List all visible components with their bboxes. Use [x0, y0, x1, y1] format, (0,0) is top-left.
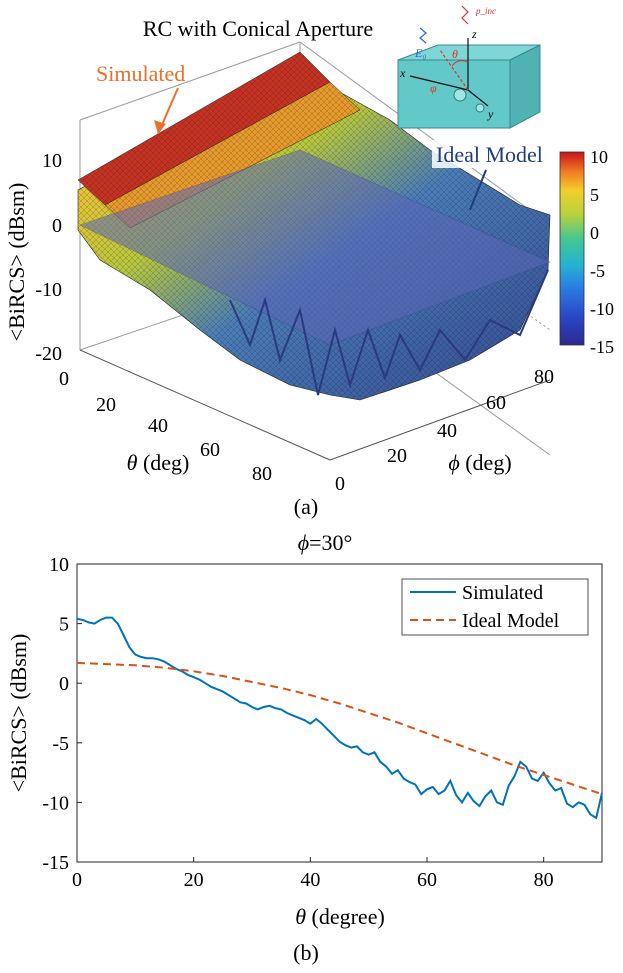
x-axis: 0 20 40 60 80 θ (degree): [72, 869, 554, 929]
colorbar: 10 5 0 -5 -10 -15: [559, 147, 614, 357]
theta-tick-label: 0: [59, 368, 69, 390]
z-tick-label: 0: [52, 215, 62, 237]
x-axis-label: θ (degree): [295, 904, 385, 929]
inset-label-pinc: p_inc: [475, 6, 496, 16]
inset-label-e0: E₀: [414, 46, 427, 60]
line-chart-title: ϕ=30°: [298, 530, 353, 555]
annotation-ideal-model: Ideal Model: [432, 140, 554, 211]
colorbar-tick-label: 5: [590, 185, 599, 205]
theta-tick-label: 20: [96, 394, 116, 416]
z-axis: 10 0 -10 -20 <BiRCS> (dBsm): [4, 150, 62, 365]
colorbar-tick-label: 10: [590, 147, 608, 167]
series-line-ideal-model: [76, 661, 603, 796]
y-axis-label: <BiRCS> (dBsm): [6, 634, 31, 793]
x-tick-label: 0: [72, 869, 82, 891]
theta-axis: 0 20 40 60 80 θ (deg): [59, 368, 272, 485]
x-tick-label: 40: [300, 869, 320, 891]
colorbar-tick-label: -15: [590, 337, 614, 357]
theta-tick-label: 80: [252, 463, 272, 485]
legend-label-ideal-model: Ideal Model: [462, 610, 560, 632]
colorbar-tick-label: 0: [590, 223, 599, 243]
z-tick-label: 10: [42, 150, 62, 172]
y-tick-label: 0: [59, 673, 69, 695]
ideal-annotation-text: Ideal Model: [436, 142, 543, 167]
inset-label-x: x: [399, 66, 406, 80]
y-tick-label: 10: [49, 554, 69, 576]
phi-axis-label: ϕ (deg): [448, 450, 511, 475]
theta-axis-label: θ (deg): [127, 450, 190, 475]
y-axis: 10 5 0 -5 -10 -15 <BiRCS> (dBsm): [6, 554, 69, 874]
phi-tick-label: 40: [437, 420, 457, 442]
series-line-simulated: [76, 616, 603, 820]
panel-label-a: (a): [294, 494, 318, 519]
phi-tick-label: 0: [335, 473, 345, 495]
z-tick-label: -20: [35, 343, 62, 365]
phi-axis: 0 20 40 60 80 ϕ (deg): [335, 366, 554, 495]
surface-title: RC with Conical Aperture: [143, 16, 373, 41]
theta-tick-label: 60: [200, 439, 220, 461]
phi-tick-label: 20: [387, 445, 407, 467]
y-tick-label: -10: [42, 792, 69, 814]
inset-label-phi: φ: [430, 81, 437, 95]
annotation-simulated: Simulated: [96, 61, 185, 135]
y-tick-label: -5: [52, 733, 69, 755]
x-tick-label: 80: [534, 869, 554, 891]
y-tick-label: 5: [59, 614, 69, 636]
colorbar-tick-label: -10: [590, 299, 614, 319]
colorbar-tick-label: -5: [590, 261, 605, 281]
phi-tick-label: 60: [486, 392, 506, 414]
inset-label-z: z: [471, 27, 477, 41]
inset-label-y: y: [487, 107, 494, 121]
theta-tick-label: 40: [148, 415, 168, 437]
y-tick-label: -15: [42, 852, 69, 874]
legend: Simulated Ideal Model: [401, 578, 589, 636]
axis-ticks: [76, 563, 545, 863]
x-tick-label: 20: [184, 869, 204, 891]
line-chart: ϕ=30° 10 5 0 -5 -10 -15 <BiRCS> (dBsm) 0…: [6, 530, 603, 965]
panel-label-b: (b): [293, 940, 319, 965]
legend-label-simulated: Simulated: [462, 582, 543, 604]
simulated-annotation-text: Simulated: [96, 61, 185, 86]
phi-tick-label: 80: [534, 366, 554, 388]
x-tick-label: 60: [417, 869, 437, 891]
z-axis-label: <BiRCS> (dBsm): [4, 183, 29, 342]
inset-label-theta: θ: [452, 47, 458, 61]
chamber-inset: z x y θ φ E₀ p_inc: [397, 5, 541, 129]
z-tick-label: -10: [35, 279, 62, 301]
surface-chart: RC with Conical Aperture 10 0 -10 -20 <B…: [4, 5, 614, 519]
